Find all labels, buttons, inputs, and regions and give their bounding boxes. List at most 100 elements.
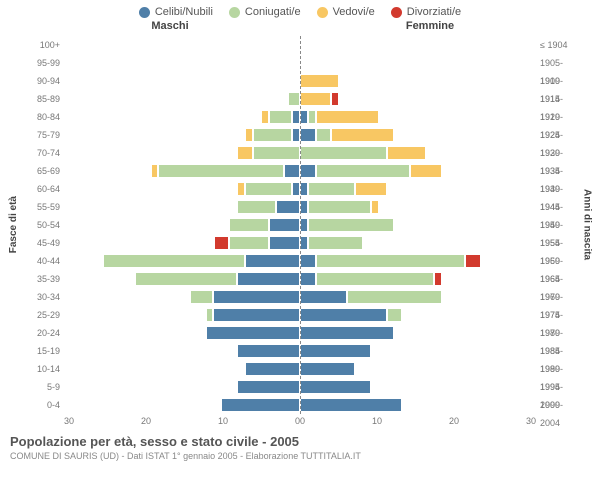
bar-segment (261, 110, 269, 124)
female-half (300, 378, 536, 396)
male-half (64, 342, 300, 360)
bar-segment (300, 380, 371, 394)
header-male: Maschi (60, 20, 300, 32)
male-half (64, 162, 300, 180)
bar-segment (253, 128, 292, 142)
age-tick: 20-24 (20, 324, 60, 342)
x-ticks-right: 0 10 20 30 (300, 416, 536, 426)
footer: Popolazione per età, sesso e stato civil… (0, 426, 600, 461)
bar-segment (300, 74, 339, 88)
female-half (300, 126, 536, 144)
age-tick: 80-84 (20, 108, 60, 126)
bar-segment (331, 128, 394, 142)
male-half (64, 144, 300, 162)
male-half (64, 108, 300, 126)
bar-segment (308, 200, 371, 214)
legend: Celibi/Nubili Coniugati/e Vedovi/e Divorzia… (0, 0, 600, 20)
center-line (300, 36, 301, 414)
bar-segment (300, 326, 394, 340)
birth-tick: 2000-2004 (540, 396, 580, 414)
bar-segment (316, 164, 410, 178)
male-half (64, 90, 300, 108)
legend-item: Celibi/Nubili (139, 6, 213, 18)
bar-segment (206, 326, 300, 340)
bar-segment (214, 236, 230, 250)
age-tick: 60-64 (20, 180, 60, 198)
x-tick: 10 (372, 416, 382, 426)
bar-segment (300, 110, 308, 124)
female-half (300, 288, 536, 306)
bar-segment (292, 182, 300, 196)
female-half (300, 180, 536, 198)
female-half (300, 144, 536, 162)
birth-tick: 1905-1909 (540, 54, 580, 72)
male-half (64, 126, 300, 144)
bar-segment (308, 182, 355, 196)
bar-segment (300, 146, 387, 160)
age-tick: 85-89 (20, 90, 60, 108)
bar-segment (300, 308, 387, 322)
male-half (64, 324, 300, 342)
age-tick: 90-94 (20, 72, 60, 90)
bar-segment (300, 236, 308, 250)
bar-segment (288, 92, 300, 106)
x-tick: 20 (141, 416, 151, 426)
age-tick: 15-19 (20, 342, 60, 360)
age-tick: 100+ (20, 36, 60, 54)
bar-segment (237, 182, 245, 196)
x-tick: 0 (300, 416, 305, 426)
bar-segment (245, 362, 300, 376)
bar-segment (316, 272, 434, 286)
birth-tick: 1955-1959 (540, 234, 580, 252)
birth-tick: 1935-1939 (540, 162, 580, 180)
bar-segment (206, 308, 214, 322)
chart-title: Popolazione per età, sesso e stato civil… (10, 434, 590, 449)
header-female: Femmine (300, 20, 540, 32)
bar-segment (371, 200, 379, 214)
x-tick: 20 (449, 416, 459, 426)
bar-segment (237, 344, 300, 358)
bar-segment (355, 182, 386, 196)
legend-label: Divorziati/e (407, 6, 461, 18)
bar-segment (316, 128, 332, 142)
x-tick: 10 (218, 416, 228, 426)
bar-segment (300, 128, 316, 142)
birth-tick: 1965-1969 (540, 270, 580, 288)
bar-segment (300, 164, 316, 178)
birth-tick: 1945-1949 (540, 198, 580, 216)
female-half (300, 252, 536, 270)
birth-tick: 1940-1944 (540, 180, 580, 198)
female-half (300, 90, 536, 108)
bar-segment (213, 308, 300, 322)
female-half (300, 324, 536, 342)
legend-label: Celibi/Nubili (155, 6, 213, 18)
bar-segment (347, 290, 441, 304)
legend-swatch (317, 7, 328, 18)
male-half (64, 216, 300, 234)
male-half (64, 72, 300, 90)
bar-segment (300, 200, 308, 214)
female-half (300, 72, 536, 90)
birth-tick: 1930-1934 (540, 144, 580, 162)
female-half (300, 396, 536, 414)
female-half (300, 306, 536, 324)
age-tick: 65-69 (20, 162, 60, 180)
female-half (300, 198, 536, 216)
bar-segment (103, 254, 245, 268)
age-tick: 40-44 (20, 252, 60, 270)
legend-label: Coniugati/e (245, 6, 301, 18)
age-tick: 45-49 (20, 234, 60, 252)
legend-label: Vedovi/e (333, 6, 375, 18)
age-ticks: 100+95-9990-9485-8980-8475-7970-7465-696… (20, 36, 64, 414)
x-tick: 30 (526, 416, 536, 426)
bar-segment (229, 236, 268, 250)
bar-segment (300, 398, 402, 412)
male-half (64, 306, 300, 324)
plot-area (64, 36, 536, 414)
birth-tick: 1975-1979 (540, 306, 580, 324)
age-tick: 70-74 (20, 144, 60, 162)
chart: Fasce di età 100+95-9990-9485-8980-8475-… (0, 36, 600, 414)
bar-segment (387, 308, 403, 322)
female-half (300, 54, 536, 72)
bar-segment (190, 290, 214, 304)
